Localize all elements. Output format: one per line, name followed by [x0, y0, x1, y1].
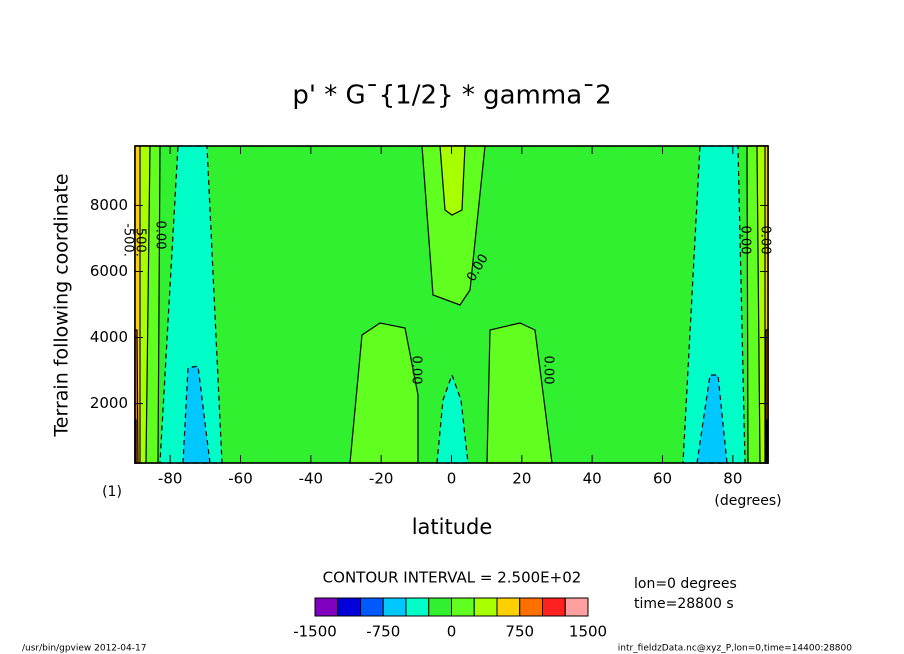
x-axis-label: latitude [412, 515, 493, 539]
contour-label: -500. [133, 223, 148, 257]
colorbar-label: 1500 [569, 623, 607, 641]
colorbar-label: -1500 [293, 623, 337, 641]
contour-label: 0.00 [153, 221, 168, 250]
colorbar-box [451, 597, 475, 617]
footer: /usr/bin/gpview 2012-04-17 [22, 644, 146, 654]
colorbar-box [496, 597, 521, 617]
colorbar-box [428, 597, 452, 617]
contour-label: 0.00 [541, 356, 556, 385]
y-tick-label: 8000 [90, 196, 128, 214]
x-units: (degrees) [714, 493, 781, 509]
x-tick-label: -20 [369, 470, 394, 488]
y-tick-label: 4000 [90, 328, 128, 346]
info: lon=0 degrees [634, 576, 737, 592]
x-tick-label: 20 [512, 470, 531, 488]
y-units: (1) [102, 484, 122, 500]
colorbar-box [405, 597, 430, 617]
contour-label: -500. [121, 223, 136, 257]
contour-label: 0.00 [758, 226, 773, 255]
colorbar-box [314, 597, 339, 617]
footer: intr_fieldzData.nc@xyz_P,lon=0,time=1440… [618, 644, 853, 654]
y-tick-label: 2000 [90, 394, 128, 412]
colorbar-box [337, 597, 361, 617]
contour-region [182, 365, 211, 464]
x-tick-label: -80 [158, 470, 183, 488]
x-tick-label: 40 [583, 470, 602, 488]
chart-title: p' * G¯{1/2} * gamma¯2 [292, 81, 611, 111]
colorbar-box [564, 597, 589, 617]
colorbar-box [473, 597, 498, 617]
colorbar-box [382, 597, 407, 617]
x-tick-label: -60 [228, 470, 253, 488]
info: time=28800 s [634, 596, 734, 612]
colorbar-box [542, 597, 566, 617]
colorbar-label: -750 [366, 623, 400, 641]
contour-label: 0.00 [409, 356, 424, 385]
y-tick-label: 6000 [90, 262, 128, 280]
y-axis-label: Terrain following coordinate [51, 173, 73, 437]
colorbar-box [360, 597, 384, 617]
x-tick-label: 80 [723, 470, 742, 488]
colorbar-label: 750 [505, 623, 534, 641]
x-tick-label: -40 [299, 470, 324, 488]
contour-label: 0.00 [738, 226, 753, 255]
x-tick-label: 0 [447, 470, 457, 488]
contour-region [696, 374, 728, 464]
x-tick-label: 60 [653, 470, 672, 488]
colorbar-box [519, 597, 543, 617]
colorbar-title: CONTOUR INTERVAL = 2.500E+02 [323, 569, 582, 587]
colorbar-label: 0 [447, 623, 457, 641]
